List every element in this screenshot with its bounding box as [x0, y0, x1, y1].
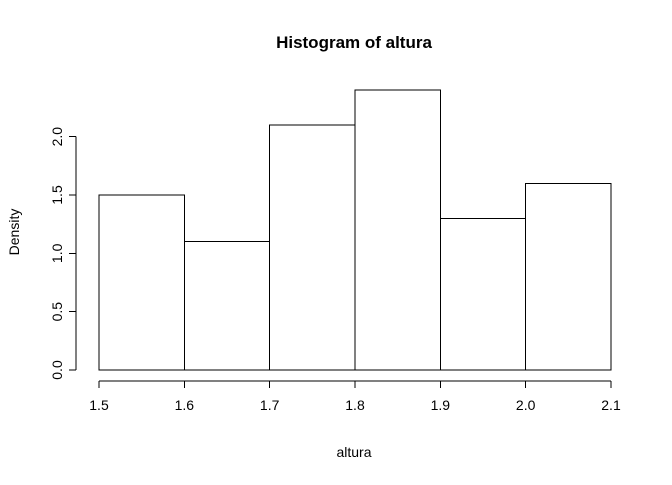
y-tick-label-3: 1.5 [49, 185, 65, 205]
histogram-bar-1 [183, 241, 271, 371]
histogram-bar-0 [98, 194, 185, 371]
x-tick-label-6: 2.1 [601, 397, 621, 413]
x-axis: 1.5 1.6 1.7 1.8 1.9 2.0 2.1 [89, 380, 621, 413]
histogram-bar-5 [525, 182, 612, 371]
y-axis-label: Density [6, 209, 22, 256]
x-axis-label: altura [336, 444, 371, 460]
histogram-bar-3 [354, 89, 441, 371]
y-axis: 0.0 0.5 1.0 1.5 2.0 [49, 127, 77, 380]
x-tick-label-5: 2.0 [516, 397, 536, 413]
y-tick-label-1: 0.5 [49, 302, 65, 322]
x-tick-label-4: 1.9 [431, 397, 451, 413]
histogram-bars [98, 89, 612, 371]
chart-title: Histogram of altura [276, 33, 432, 52]
y-tick-label-0: 0.0 [49, 360, 65, 380]
x-tick-label-3: 1.8 [345, 397, 365, 413]
histogram-bar-4 [439, 217, 527, 371]
y-tick-label-2: 1.0 [49, 243, 65, 263]
y-tick-label-4: 2.0 [49, 127, 65, 147]
x-tick-label-2: 1.7 [260, 397, 280, 413]
histogram-bar-2 [269, 124, 356, 371]
x-tick-label-1: 1.6 [175, 397, 195, 413]
x-tick-label-0: 1.5 [89, 397, 109, 413]
